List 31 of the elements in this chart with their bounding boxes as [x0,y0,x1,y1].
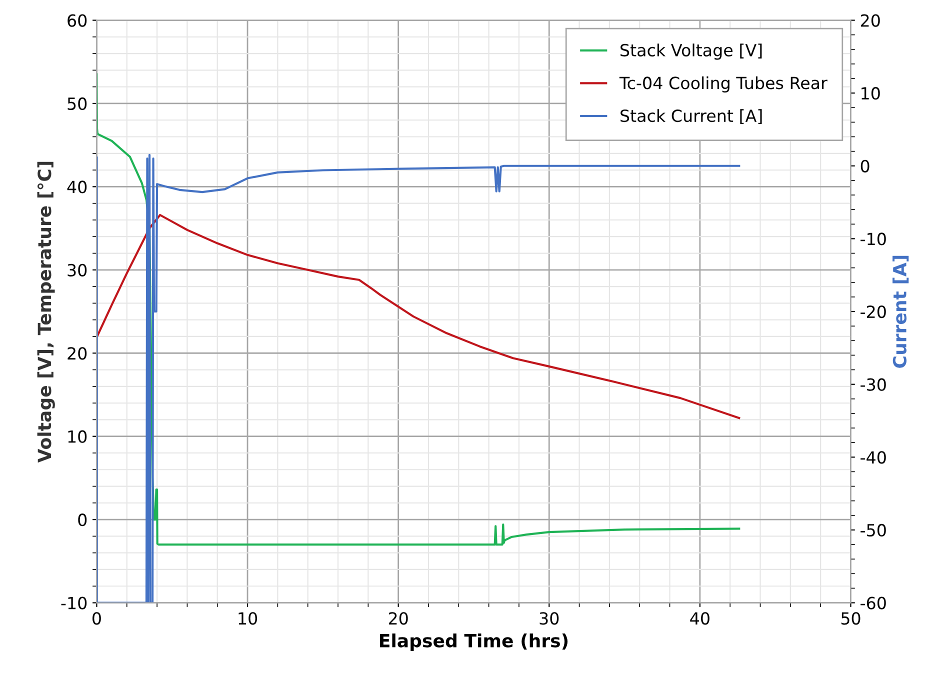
x-tick-label: 50 [841,612,860,625]
y2-tick-label: -20 [860,305,886,318]
y2-tick-label: -10 [860,232,886,246]
legend-label: Tc-04 Cooling Tubes Rear [619,76,828,93]
y2-tick-label: -30 [860,378,886,391]
y2-tick-label: 10 [862,87,880,100]
x-tick-label: 40 [690,612,710,625]
x-tick-label: 20 [388,612,408,625]
y2-axis-title: Current [A] [892,256,909,368]
y2-tick-label: 0 [860,160,870,172]
legend-label: Stack Voltage [V] [620,44,762,60]
y-tick-label: 10 [68,430,87,443]
y-tick-label: -10 [61,596,87,610]
y-tick-label: 20 [68,347,87,360]
legend-label: Stack Current [A] [620,109,762,124]
x-axis-title: Elapsed Time (hrs) [380,633,568,651]
y-tick-label: 30 [68,264,87,276]
y-tick-label: 40 [67,180,87,194]
line-series [96,154,740,603]
y2-tick-label: -50 [860,524,886,537]
y2-tick-label: 20 [860,14,880,27]
x-tick-label: 10 [238,612,258,625]
y2-tick-label: -60 [860,596,886,610]
x-tick-label: 0 [92,612,101,625]
x-tick-label: 30 [540,612,559,625]
y2-tick-label: -40 [860,451,886,464]
y-axis-title: Voltage [V], Temperature [°C] [37,162,55,463]
line-series [96,214,740,420]
y-tick-label: 50 [68,97,87,110]
y-tick-label: 0 [78,514,87,526]
y-tick-label: 60 [68,14,87,27]
